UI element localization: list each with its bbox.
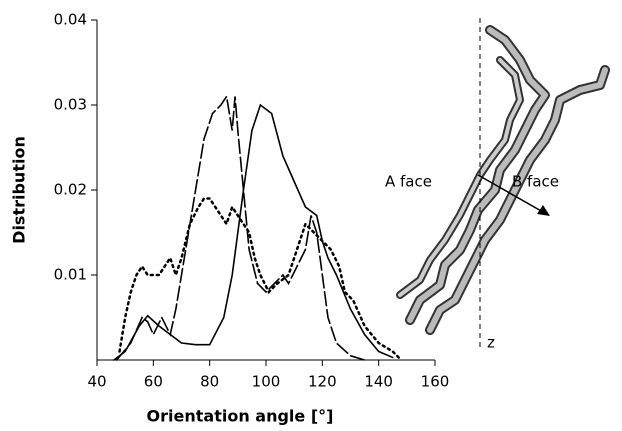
x-tick-label: 60 — [144, 373, 163, 391]
y-tick-label: 0.01 — [54, 266, 87, 284]
x-tick-label: 160 — [421, 373, 450, 391]
x-tick-label: 100 — [252, 373, 281, 391]
chart: A face B face z Orientation angle [°] Di… — [0, 0, 622, 431]
x-tick-label: 140 — [364, 373, 393, 391]
y-tick-label: 0.02 — [54, 181, 87, 199]
y-axis-title: Distribution — [10, 136, 29, 244]
annotation: B face — [512, 173, 559, 191]
x-tick-label: 40 — [87, 373, 106, 391]
annotation: z — [487, 334, 495, 352]
x-axis-title: Orientation angle [°] — [147, 407, 334, 426]
annotation: A face — [385, 173, 432, 191]
y-tick-label: 0.03 — [54, 96, 87, 114]
x-tick-label: 80 — [200, 373, 219, 391]
y-tick-label: 0.04 — [54, 11, 87, 29]
series-line — [114, 105, 393, 360]
series-line — [120, 199, 402, 361]
x-tick-label: 120 — [308, 373, 337, 391]
